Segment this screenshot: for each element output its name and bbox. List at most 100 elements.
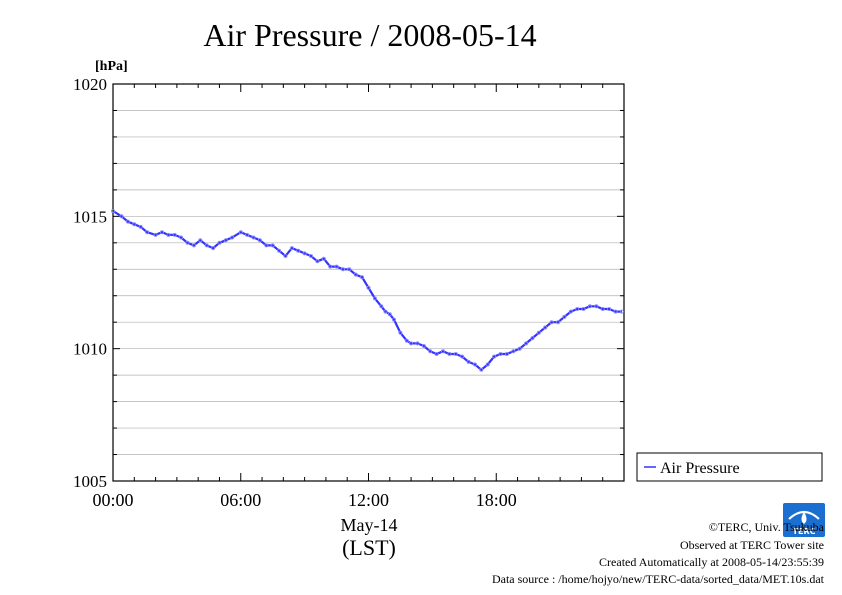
data-point [302,251,307,256]
data-point [296,248,301,253]
footer-created: Created Automatically at 2008-05-14/23:5… [599,555,824,569]
data-point [404,338,409,343]
plot-frame [112,83,625,482]
data-point [132,222,137,227]
data-point [568,309,573,314]
data-point [191,243,196,248]
data-point [153,232,158,237]
data-point [360,275,365,280]
data-point [398,330,403,335]
data-point [138,224,143,229]
data-point [581,306,586,311]
x-tick-label: 12:00 [348,490,389,510]
data-point [111,208,116,213]
data-point [321,256,326,261]
data-point [600,306,605,311]
data-point [421,343,426,348]
data-point [453,351,458,356]
data-point [524,341,529,346]
data-point [353,272,358,277]
data-point [283,253,288,258]
data-point [383,309,388,314]
data-point [511,349,516,354]
x-tick-label: 06:00 [220,490,261,510]
footer-copyright: ©TERC, Univ. Tsukuba [708,520,824,534]
data-point [166,232,171,237]
data-point [466,359,471,364]
data-point [492,354,497,359]
x-tick-label: 18:00 [476,490,517,510]
legend-label: Air Pressure [660,460,740,477]
data-point [460,354,465,359]
y-tick-label: 1010 [73,340,107,359]
data-point [504,351,509,356]
data-point [366,285,371,290]
data-point [179,235,184,240]
y-axis-unit-label: [hPa] [95,59,128,74]
data-point [562,314,567,319]
axis-ticks [112,83,625,482]
data-point [549,320,554,325]
terc-logo: TERC [783,503,825,537]
y-tick-label: 1005 [73,472,107,491]
data-point [472,362,477,367]
data-point [594,304,599,309]
legend: Air Pressure [636,452,823,482]
series-line-air-pressure [112,210,622,371]
data-point [328,264,333,269]
data-point [517,346,522,351]
data-point [347,267,352,272]
gridlines [113,110,624,455]
data-point [277,248,282,253]
data-point [251,235,256,240]
data-point [479,367,484,372]
data-point [315,259,320,264]
data-point [245,232,250,237]
chart-title: Air Pressure / 2008-05-14 [203,17,536,53]
data-point [211,246,216,251]
data-point [619,309,624,314]
data-point [498,351,503,356]
data-point [575,306,580,311]
data-point [587,304,592,309]
x-tick-label: 00:00 [92,490,133,510]
y-tick-label: 1015 [73,207,107,226]
y-tick-labels: 1020 1015 1010 1005 [73,75,107,491]
data-point [415,341,420,346]
data-point [172,232,177,237]
data-point [379,304,384,309]
data-point [257,238,262,243]
data-point [536,330,541,335]
data-point [185,240,190,245]
data-point [159,230,164,235]
data-point [125,219,130,224]
data-point [198,238,203,243]
data-point [447,351,452,356]
data-point [264,243,269,248]
data-point [543,325,548,330]
data-point [217,240,222,245]
data-point [387,312,392,317]
x-axis-date-label: May-14 [341,515,398,535]
data-point [485,362,490,367]
data-point [238,230,243,235]
data-point [440,349,445,354]
data-point [613,309,618,314]
footer-source: Data source : /home/hojyo/new/TERC-data/… [491,572,824,586]
data-point [556,320,561,325]
data-point [230,235,235,240]
data-point [308,253,313,258]
data-point [372,296,377,301]
series-points [111,208,624,372]
data-point [289,246,294,251]
data-point [428,349,433,354]
x-tick-labels: 00:00 06:00 12:00 18:00 [92,490,516,510]
logo-text: TERC [793,527,816,536]
data-point [607,306,612,311]
data-point [119,214,124,219]
data-point [223,238,228,243]
data-point [145,230,150,235]
data-point [434,351,439,356]
x-axis-timezone-label: (LST) [342,535,396,560]
